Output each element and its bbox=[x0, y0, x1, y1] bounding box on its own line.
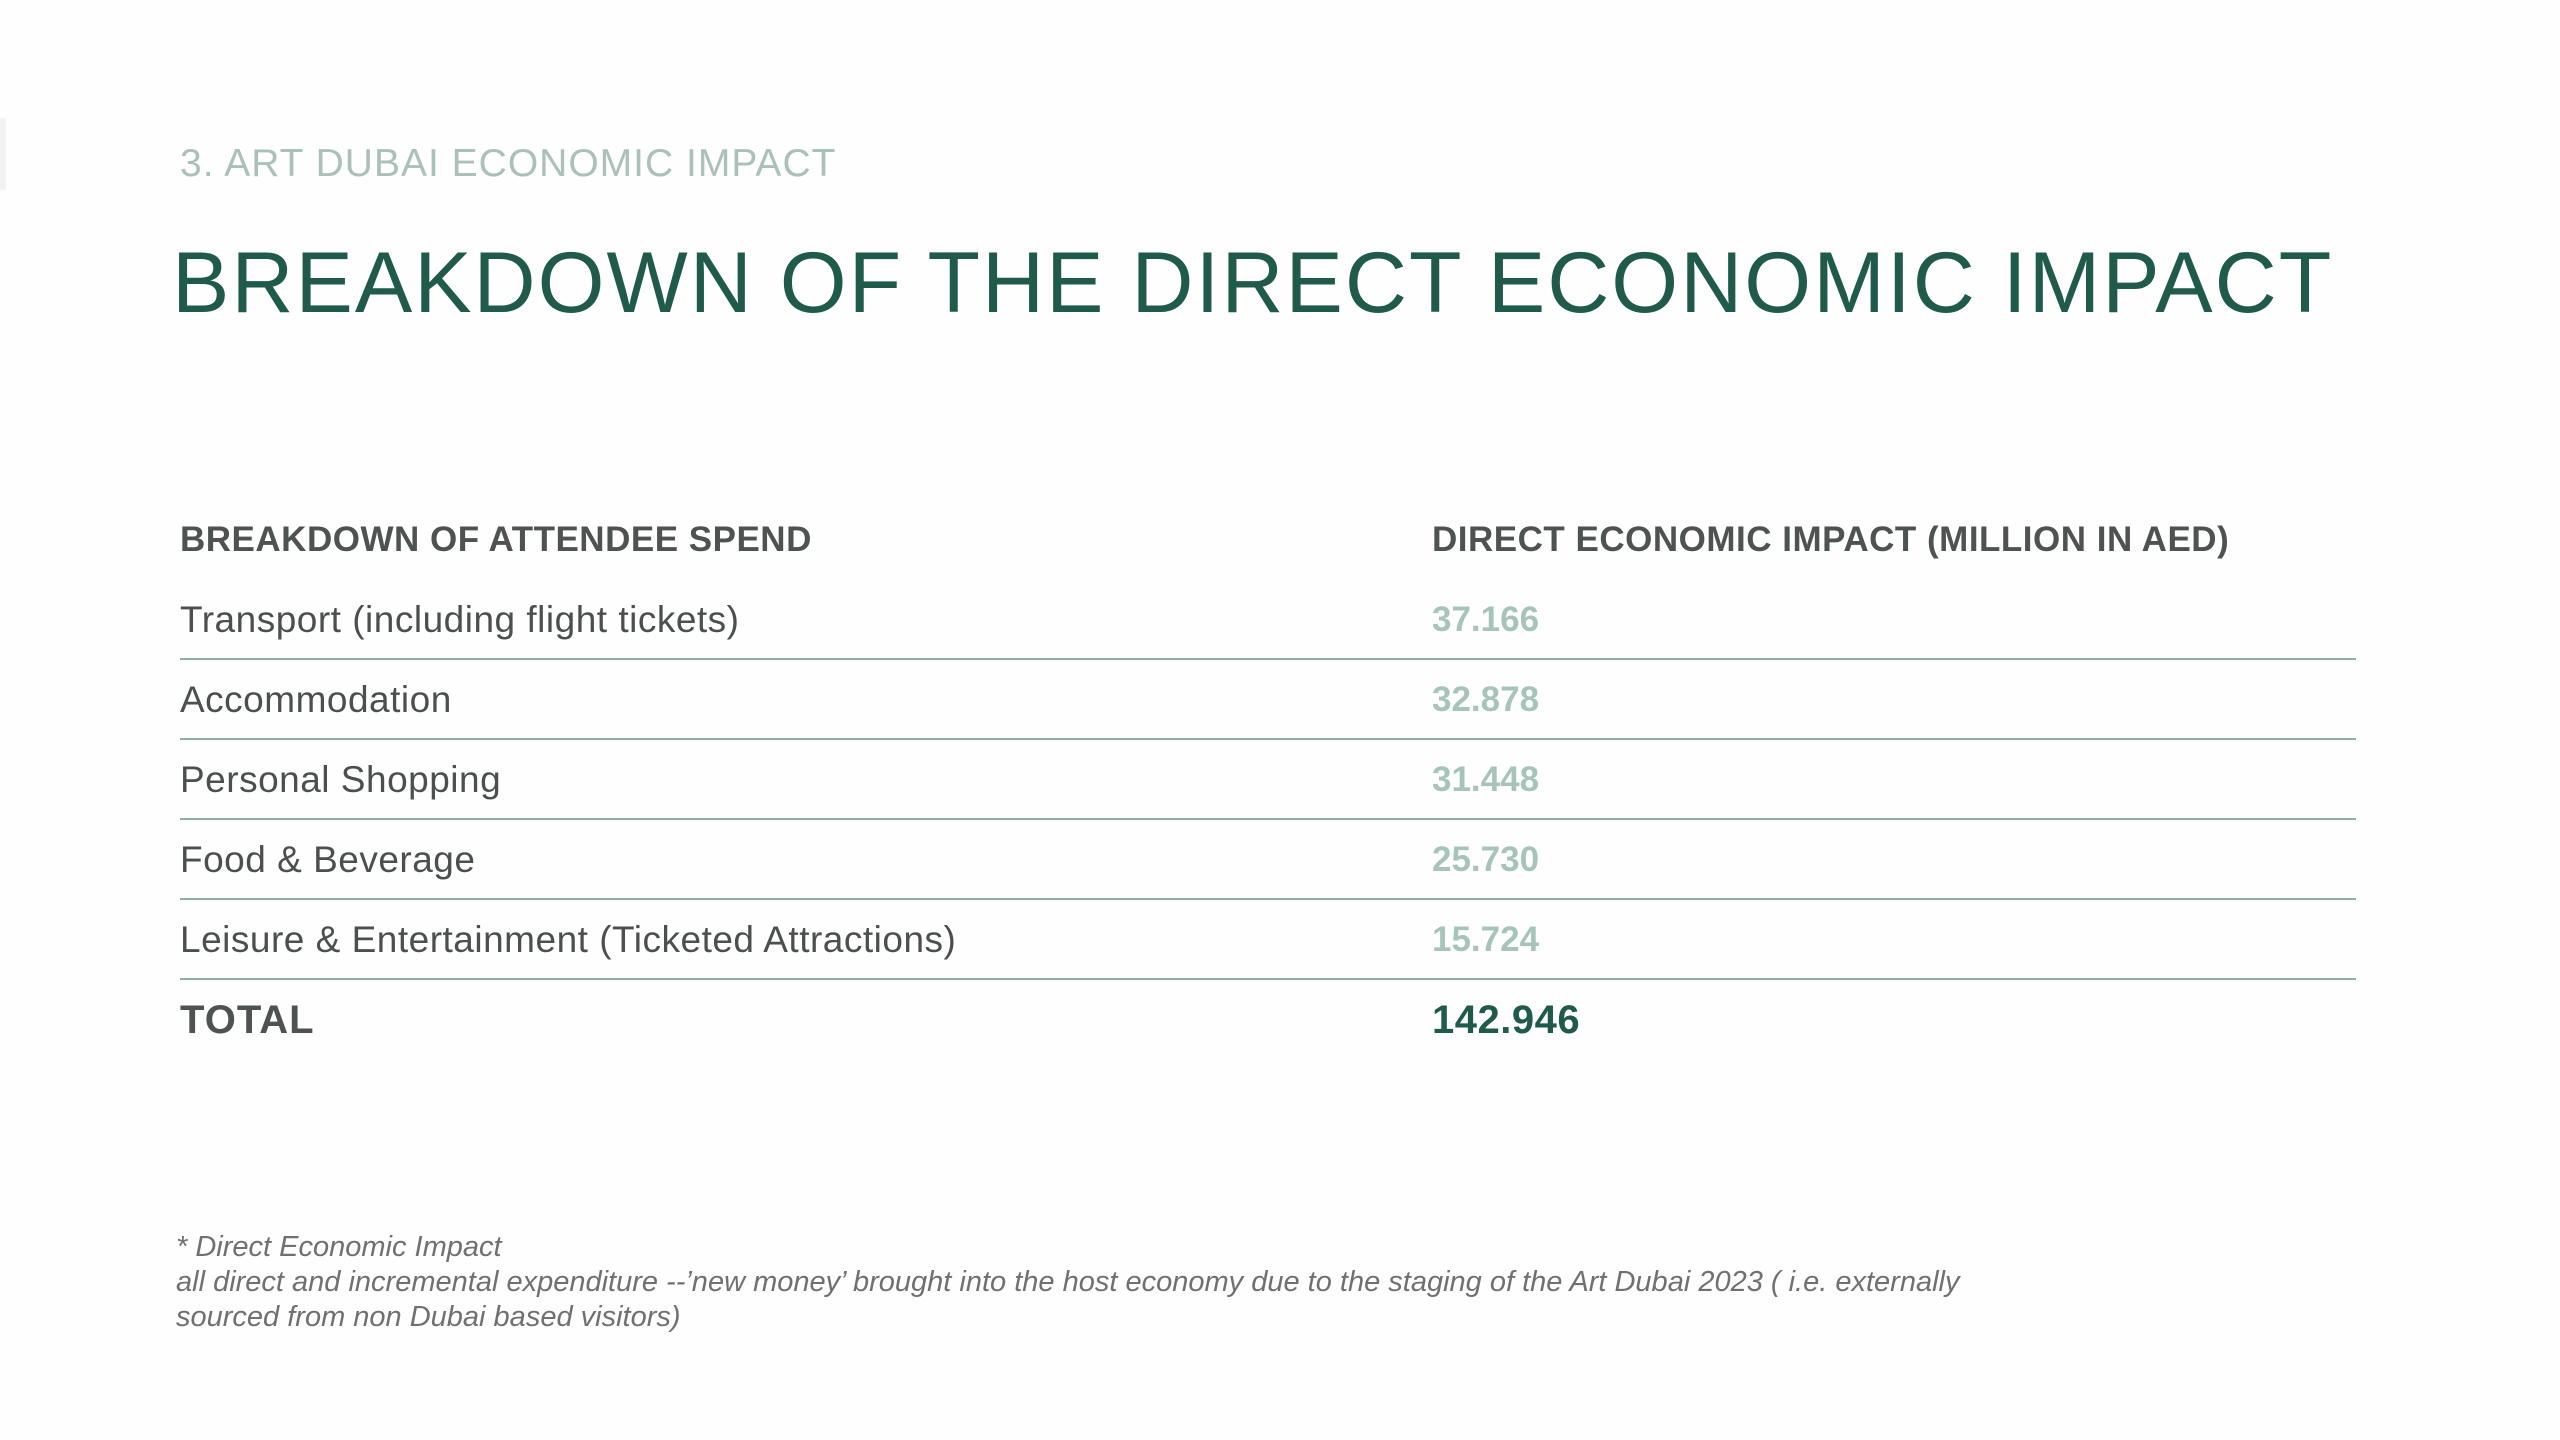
footnote-line: sourced from non Dubai based visitors) bbox=[176, 1301, 681, 1333]
edge-mark bbox=[0, 118, 6, 190]
header-value: DIRECT ECONOMIC IMPACT (MILLION IN AED) bbox=[1432, 520, 2230, 559]
table-row: Transport (including flight tickets) 37.… bbox=[180, 580, 2356, 660]
table-row: Food & Beverage 25.730 bbox=[180, 820, 2356, 900]
row-value: 31.448 bbox=[1432, 760, 1540, 799]
footnote: * Direct Economic Impact all direct and … bbox=[176, 1230, 2376, 1335]
impact-table: BREAKDOWN OF ATTENDEE SPEND DIRECT ECONO… bbox=[180, 500, 2356, 1060]
row-label: Accommodation bbox=[180, 679, 452, 720]
row-label: Leisure & Entertainment (Ticketed Attrac… bbox=[180, 919, 957, 960]
table-row: Leisure & Entertainment (Ticketed Attrac… bbox=[180, 900, 2356, 980]
table-header: BREAKDOWN OF ATTENDEE SPEND DIRECT ECONO… bbox=[180, 500, 2356, 580]
row-label: Personal Shopping bbox=[180, 759, 502, 800]
table-row: Personal Shopping 31.448 bbox=[180, 740, 2356, 820]
row-value: 25.730 bbox=[1432, 840, 1540, 879]
footnote-line: * Direct Economic Impact bbox=[176, 1231, 502, 1263]
total-label: TOTAL bbox=[180, 998, 315, 1042]
row-label: Food & Beverage bbox=[180, 839, 476, 880]
row-value: 15.724 bbox=[1432, 920, 1540, 959]
row-value: 32.878 bbox=[1432, 680, 1540, 719]
total-value: 142.946 bbox=[1432, 998, 1581, 1042]
header-label: BREAKDOWN OF ATTENDEE SPEND bbox=[180, 520, 812, 559]
table-row: Accommodation 32.878 bbox=[180, 660, 2356, 740]
footnote-line: all direct and incremental expenditure -… bbox=[176, 1266, 1960, 1298]
page-title: BREAKDOWN OF THE DIRECT ECONOMIC IMPACT bbox=[172, 235, 2334, 331]
table-total-row: TOTAL 142.946 bbox=[180, 980, 2356, 1060]
row-value: 37.166 bbox=[1432, 600, 1540, 639]
section-label: 3. ART DUBAI ECONOMIC IMPACT bbox=[180, 142, 837, 185]
row-label: Transport (including flight tickets) bbox=[180, 599, 740, 640]
